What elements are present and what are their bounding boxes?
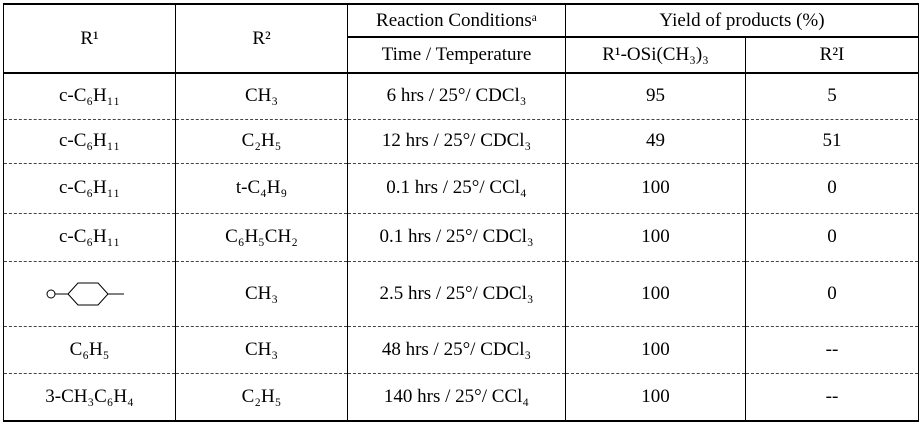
table-cell: 140 hrs / 25°/ CCl₄: [347, 373, 566, 422]
table-cell: 100: [565, 261, 746, 327]
table-row: c-C₆H₁₁ C₂H₅ 12 hrs / 25°/ CDCl₃ 49 51: [3, 119, 919, 164]
table-cell: CH₃: [175, 73, 348, 120]
table-cell: 0: [745, 261, 919, 327]
table-cell: 5: [745, 73, 919, 120]
table-cell: CH₃: [175, 261, 348, 327]
table-cell: C₆H₅: [3, 326, 176, 374]
table-cell: --: [745, 326, 919, 374]
table-cell: c-C₆H₁₁: [3, 163, 176, 214]
header-cell: Reaction Conditionsᵃ: [347, 3, 566, 37]
table-row: c-C₆H₁₁ CH₃ 6 hrs / 25°/ CDCl₃ 95 5: [3, 73, 919, 120]
table-header: R¹ R² Reaction Conditionsᵃ Yield of prod…: [3, 3, 919, 74]
table-cell: 100: [565, 213, 746, 262]
table-cell: CH₃: [175, 326, 348, 374]
table-cell: C₆H₅CH₂: [175, 213, 348, 262]
table-cell: 95: [565, 73, 746, 120]
table-cell: c-C₆H₁₁: [3, 213, 176, 262]
table-cell: 0.1 hrs / 25°/ CCl₄: [347, 163, 566, 214]
table-row: c-C₆H₁₁ C₆H₅CH₂ 0.1 hrs / 25°/ CDCl₃ 100 0: [3, 213, 919, 262]
table-cell: C₂H₅: [175, 119, 348, 164]
table-cell: 49: [565, 119, 746, 164]
table-body: c-C₆H₁₁ CH₃ 6 hrs / 25°/ CDCl₃ 95 5 c-C₆H₁₁ C₂…: [3, 73, 919, 422]
table-row: C₆H₅ CH₃ 48 hrs / 25°/ CDCl₃ 100 --: [3, 326, 919, 374]
table-cell: 100: [565, 163, 746, 214]
table-cell: t-C₄H₉: [175, 163, 348, 214]
header-cell: R¹: [3, 3, 176, 74]
table-cell: 100: [565, 326, 746, 374]
table-row: 3-CH₃C₆H₄ C₂H₅ 140 hrs / 25°/ CCl₄ 100 --: [3, 373, 919, 422]
results-table: R¹ R² Reaction Conditionsᵃ Yield of prod…: [3, 3, 919, 422]
table-cell: 0: [745, 213, 919, 262]
header-cell: R²I: [745, 36, 919, 74]
table-cell: 2.5 hrs / 25°/ CDCl₃: [347, 261, 566, 327]
table-cell: --: [745, 373, 919, 422]
table-cell: 12 hrs / 25°/ CDCl₃: [347, 119, 566, 164]
table-cell: 51: [745, 119, 919, 164]
table-cell: 0: [745, 163, 919, 214]
table-row: c-C₆H₁₁ t-C₄H₉ 0.1 hrs / 25°/ CCl₄ 100 0: [3, 163, 919, 214]
header-cell: Time / Temperature: [347, 36, 566, 74]
table-cell: c-C₆H₁₁: [3, 119, 176, 164]
table-row: CH₃ 2.5 hrs / 25°/ CDCl₃ 100 0: [3, 261, 919, 327]
table-cell: 48 hrs / 25°/ CDCl₃: [347, 326, 566, 374]
header-cell: R¹-OSi(CH₃)₃: [565, 36, 746, 74]
table-cell: [3, 261, 176, 327]
table-cell: 0.1 hrs / 25°/ CDCl₃: [347, 213, 566, 262]
cyclohexanone-structure: [46, 282, 124, 305]
table-cell: 6 hrs / 25°/ CDCl₃: [347, 73, 566, 120]
table-cell: c-C₆H₁₁: [3, 73, 176, 120]
table-cell: C₂H₅: [175, 373, 348, 422]
table-cell: 100: [565, 373, 746, 422]
header-cell: R²: [175, 3, 348, 74]
table-cell: 3-CH₃C₆H₄: [3, 373, 176, 422]
header-cell: Yield of products (%): [565, 3, 919, 38]
